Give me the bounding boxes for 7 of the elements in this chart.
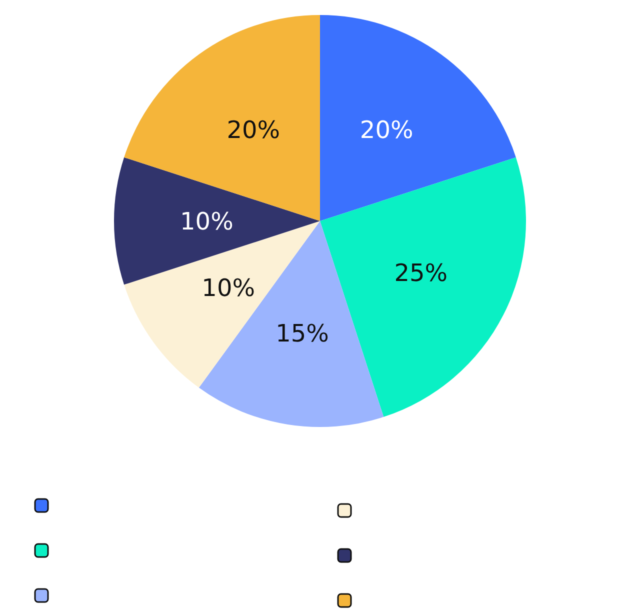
data-label: 15% — [276, 319, 329, 348]
data-label: 10% — [202, 274, 256, 302]
pie-slice — [320, 15, 516, 221]
data-label: 10% — [180, 207, 234, 236]
data-label: 20% — [226, 116, 280, 144]
data-label: 25% — [394, 258, 448, 287]
data-label: 20% — [360, 116, 414, 144]
